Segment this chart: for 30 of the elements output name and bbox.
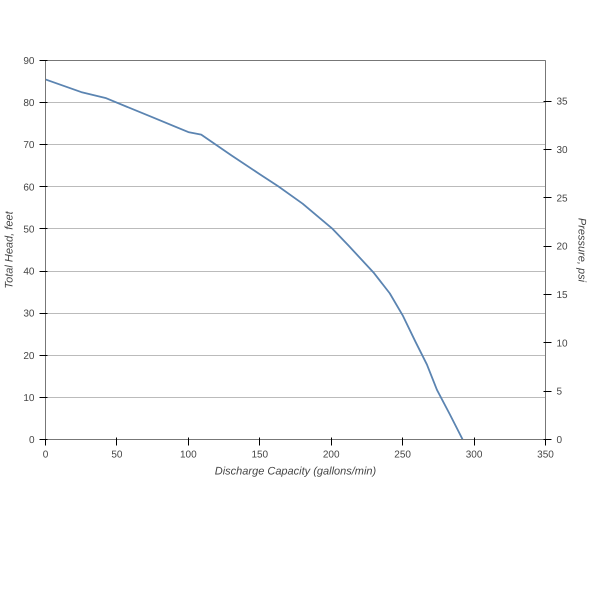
y-tick-label: 10 [23, 392, 35, 404]
y2-axis-title: Pressure, psi [576, 218, 588, 283]
y-tick-label: 40 [23, 266, 35, 278]
x-tick-label: 300 [466, 450, 483, 460]
y2-tick-label: 20 [556, 242, 568, 253]
y-tick-label: 60 [23, 182, 35, 194]
y2-tick-label: 5 [556, 386, 562, 398]
x-tick-label: 100 [180, 450, 198, 460]
y-tick-label: 70 [23, 140, 35, 152]
y2-tick-label: 10 [556, 338, 568, 350]
y2-tick-label: 30 [556, 144, 568, 156]
y-tick-label: 0 [28, 435, 35, 446]
x-tick-label: 50 [111, 450, 123, 460]
x-tick-label: 0 [42, 450, 49, 460]
y-tick-label: 80 [23, 98, 35, 110]
x-tick-label: 200 [322, 450, 340, 460]
x-tick-label: 350 [537, 450, 554, 460]
y-tick-label: 20 [23, 350, 35, 362]
x-axis-title: Discharge Capacity (gallons/min) [214, 466, 377, 478]
x-tick-label: 250 [394, 450, 412, 460]
y-axis-title: Total Head, feet [3, 210, 16, 289]
line-series [46, 78, 464, 440]
y2-tick-label: 35 [556, 96, 568, 108]
x-tick-label: 150 [251, 450, 269, 460]
y-tick-label: 50 [23, 224, 35, 236]
y-tick-label: 90 [23, 56, 35, 67]
y-tick-label: 30 [23, 308, 35, 320]
y2-tick-label: 15 [556, 290, 568, 301]
y2-tick-label: 0 [556, 435, 562, 446]
y2-tick-label: 25 [556, 193, 568, 204]
